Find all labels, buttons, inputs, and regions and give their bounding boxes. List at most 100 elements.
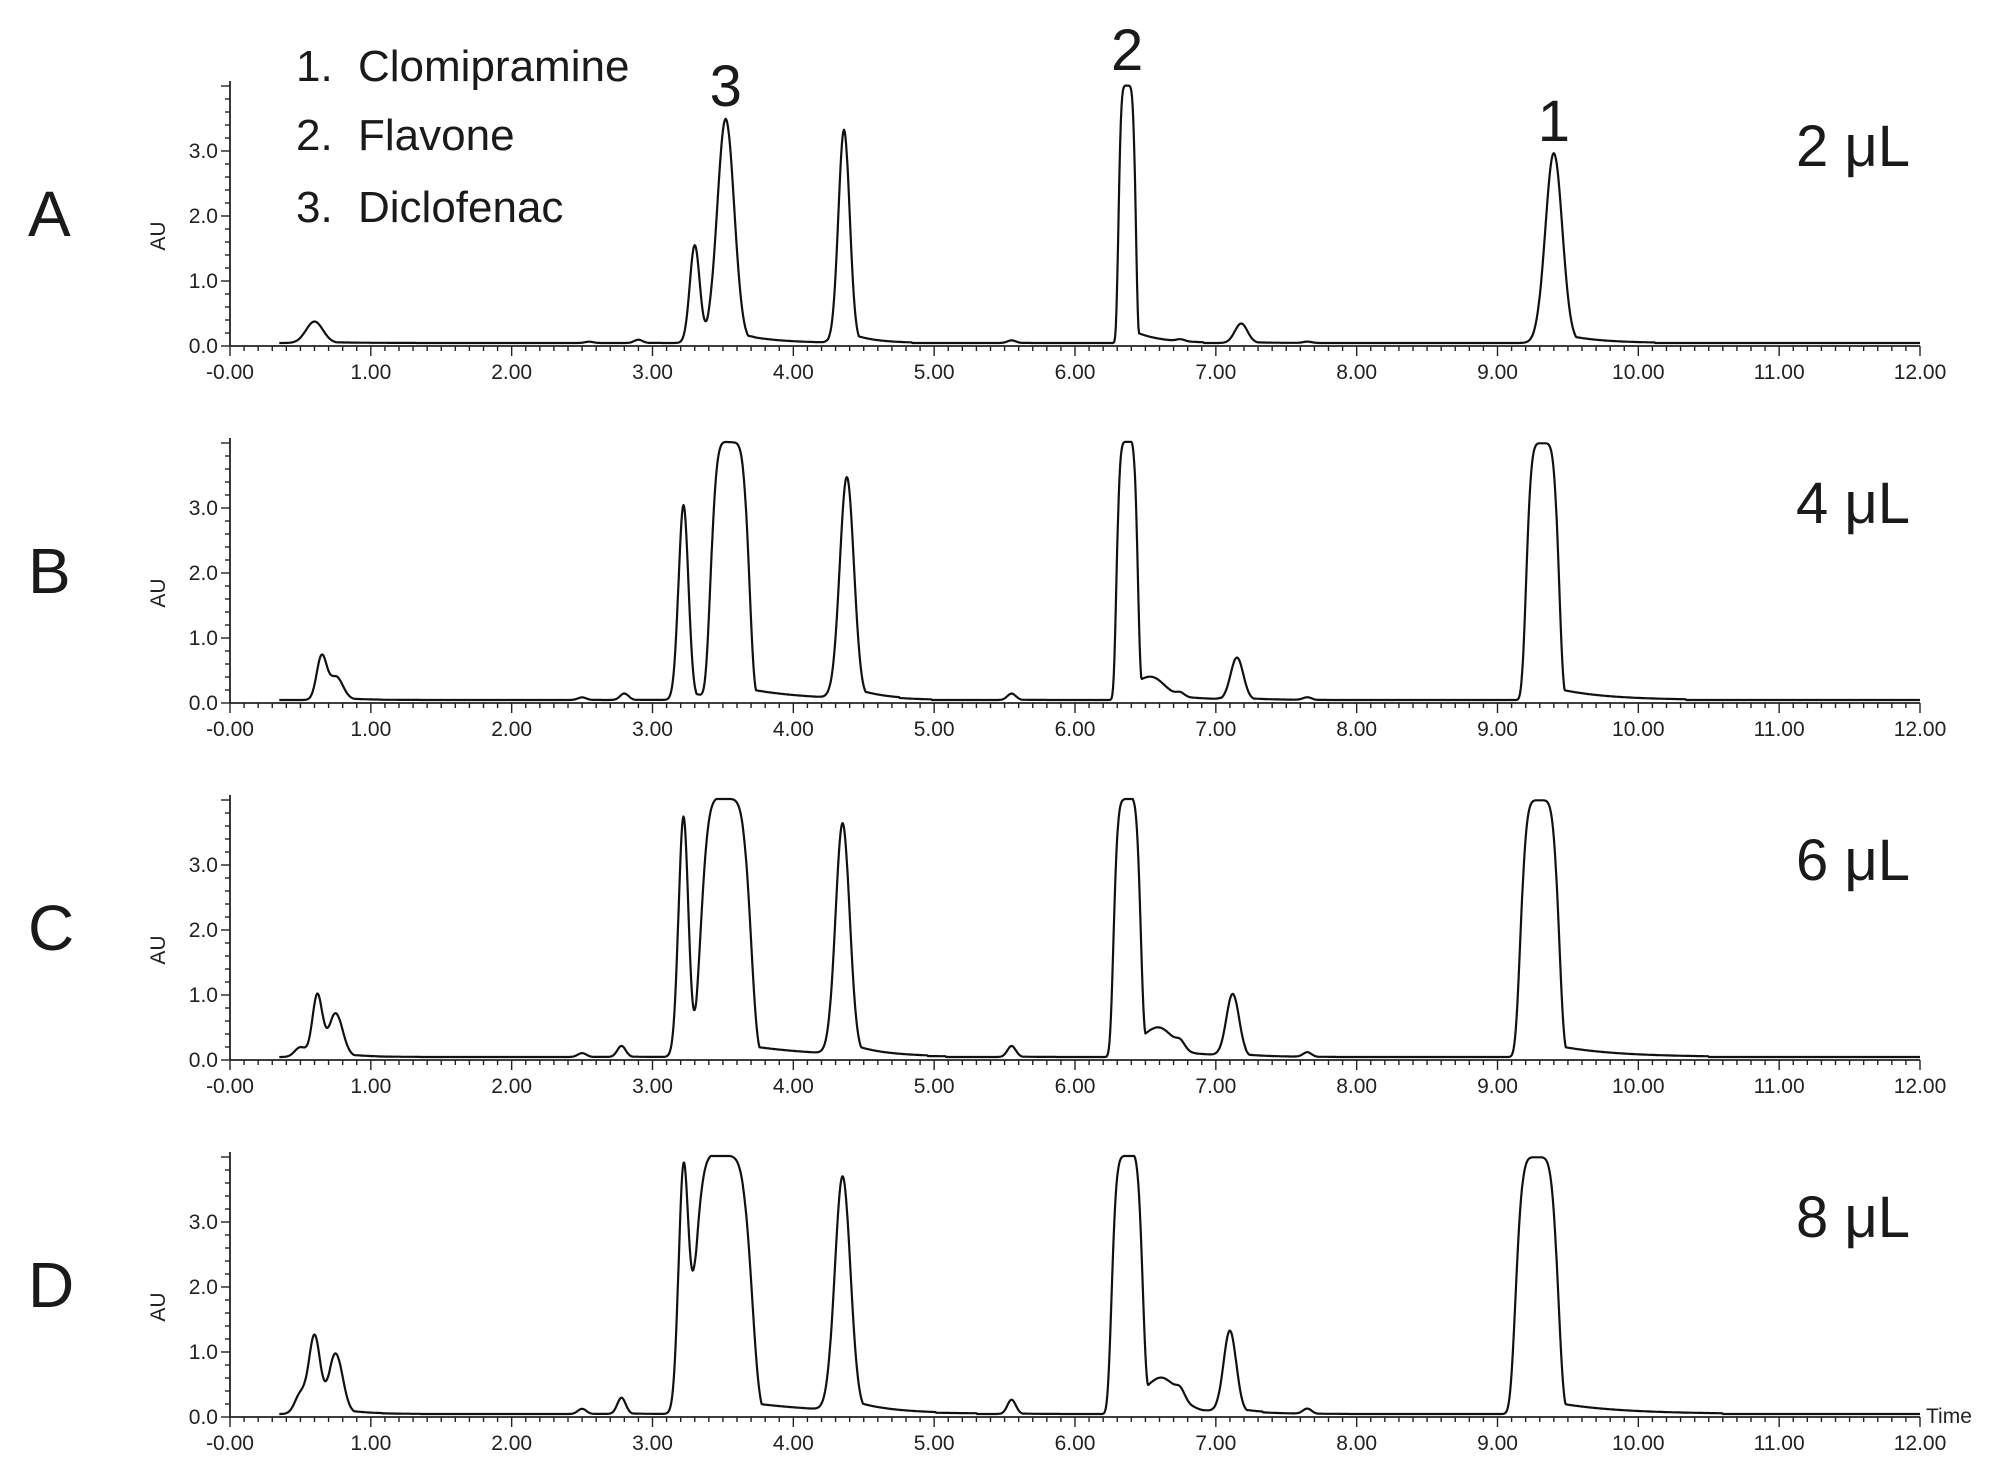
x-tick-label: 10.00 bbox=[1612, 1432, 1665, 1455]
panel-c: C 6 μL 0.0 1.0 2.0 3.0 AU -0.00 1.00 2.00 3.00 4.00… bbox=[28, 795, 1946, 1098]
x-tick-label: 2.00 bbox=[491, 1432, 532, 1455]
legend-num-3: 3. bbox=[296, 183, 333, 232]
chromatogram-trace bbox=[278, 84, 1921, 345]
y-tick-label: 0.0 bbox=[189, 1049, 218, 1072]
chromatogram-trace bbox=[278, 1154, 1921, 1416]
x-tick-label: 3.00 bbox=[632, 718, 673, 741]
legend-item-diclofenac: Diclofenac bbox=[358, 183, 563, 232]
x-tick-label: 9.00 bbox=[1477, 1432, 1518, 1455]
x-tick-label: 2.00 bbox=[491, 361, 532, 384]
y-tick-label: 1.0 bbox=[189, 627, 218, 650]
x-tick-label: 12.00 bbox=[1894, 1075, 1947, 1098]
x-tick-label: 6.00 bbox=[1055, 1432, 1096, 1455]
x-tick-label: 11.00 bbox=[1754, 1075, 1805, 1098]
y-tick-label: 3.0 bbox=[189, 854, 218, 877]
x-tick-label: 4.00 bbox=[773, 718, 814, 741]
x-tick-label: 8.00 bbox=[1336, 361, 1377, 384]
x-tick-label: -0.00 bbox=[206, 1075, 254, 1098]
y-tick-label: 3.0 bbox=[189, 497, 218, 520]
x-tick-label: 1.00 bbox=[350, 1075, 391, 1098]
x-tick-label: 9.00 bbox=[1477, 361, 1518, 384]
x-tick-label: 6.00 bbox=[1055, 361, 1096, 384]
x-tick-label: 11.00 bbox=[1754, 718, 1805, 741]
legend-item-flavone: Flavone bbox=[358, 111, 515, 160]
y-tick-label: 0.0 bbox=[189, 1406, 218, 1429]
injection-volume-label: 8 μL bbox=[1796, 1185, 1910, 1250]
x-tick-label: 2.00 bbox=[491, 1075, 532, 1098]
panel-a: A 2 μL 0.0 1.0 2.0 3.0 AU -0.00 1.00 2.00 3.00 4.00… bbox=[28, 81, 1946, 384]
x-tick-label: 10.00 bbox=[1612, 718, 1665, 741]
y-tick-label: 2.0 bbox=[189, 1276, 218, 1299]
legend-num-1: 1. bbox=[296, 42, 333, 91]
y-tick-label: 2.0 bbox=[189, 205, 218, 228]
panel-letter: B bbox=[28, 535, 71, 607]
panel-letter: D bbox=[28, 1249, 74, 1321]
x-tick-label: 9.00 bbox=[1477, 718, 1518, 741]
y-tick-label: 1.0 bbox=[189, 270, 218, 293]
x-tick-label: 2.00 bbox=[491, 718, 532, 741]
x-tick-label: 10.00 bbox=[1612, 1075, 1665, 1098]
legend: 1. Clomipramine 2. Flavone 3. Diclofenac bbox=[296, 42, 629, 232]
x-tick-label: 9.00 bbox=[1477, 1075, 1518, 1098]
x-tick-label: 12.00 bbox=[1894, 361, 1947, 384]
legend-item-clomipramine: Clomipramine bbox=[358, 42, 629, 91]
chromatogram-trace bbox=[278, 797, 1921, 1059]
peak-number-label: 3 bbox=[710, 54, 742, 119]
y-tick-label: 2.0 bbox=[189, 562, 218, 585]
x-tick-label: 4.00 bbox=[773, 1432, 814, 1455]
y-tick-label: 0.0 bbox=[189, 692, 218, 715]
x-tick-label: 10.00 bbox=[1612, 361, 1665, 384]
x-tick-label: 8.00 bbox=[1336, 1075, 1377, 1098]
chromatogram-trace bbox=[278, 440, 1921, 702]
x-tick-label: 7.00 bbox=[1195, 1075, 1236, 1098]
x-tick-label: 1.00 bbox=[350, 718, 391, 741]
x-tick-label: 7.00 bbox=[1195, 1432, 1236, 1455]
panel-letter: A bbox=[28, 178, 71, 250]
x-tick-label: -0.00 bbox=[206, 361, 254, 384]
x-tick-label: 5.00 bbox=[914, 1432, 955, 1455]
injection-volume-label: 4 μL bbox=[1796, 471, 1910, 536]
x-tick-label: 11.00 bbox=[1754, 361, 1805, 384]
x-tick-label: 6.00 bbox=[1055, 1075, 1096, 1098]
x-tick-label: 4.00 bbox=[773, 1075, 814, 1098]
x-tick-label: 5.00 bbox=[914, 718, 955, 741]
peak-number-label: 2 bbox=[1111, 18, 1143, 83]
x-tick-label: 12.00 bbox=[1894, 718, 1947, 741]
panel-b: B 4 μL 0.0 1.0 2.0 3.0 AU -0.00 1.00 2.00 3.00 4.00… bbox=[28, 438, 1946, 741]
y-axis-label: AU bbox=[147, 935, 170, 964]
y-axis-label: AU bbox=[147, 1292, 170, 1321]
injection-volume-label: 6 μL bbox=[1796, 828, 1910, 893]
y-axis-label: AU bbox=[147, 221, 170, 250]
y-tick-label: 1.0 bbox=[189, 984, 218, 1007]
x-tick-label: 5.00 bbox=[914, 361, 955, 384]
legend-num-2: 2. bbox=[296, 111, 333, 160]
panel-letter: C bbox=[28, 892, 74, 964]
x-tick-label: 5.00 bbox=[914, 1075, 955, 1098]
y-tick-label: 3.0 bbox=[189, 1211, 218, 1234]
x-tick-label: 3.00 bbox=[632, 1432, 673, 1455]
x-tick-label: 7.00 bbox=[1195, 361, 1236, 384]
peak-number-label: 1 bbox=[1538, 89, 1570, 154]
x-tick-label: 1.00 bbox=[350, 1432, 391, 1455]
x-tick-label: 3.00 bbox=[632, 361, 673, 384]
y-tick-label: 3.0 bbox=[189, 140, 218, 163]
x-tick-label: 8.00 bbox=[1336, 1432, 1377, 1455]
x-tick-label: 3.00 bbox=[632, 1075, 673, 1098]
x-tick-label: 6.00 bbox=[1055, 718, 1096, 741]
x-tick-label: 1.00 bbox=[350, 361, 391, 384]
panel-d: D 8 μL 0.0 1.0 2.0 3.0 AU -0.00 1.00 2.00 3.00 4.00… bbox=[28, 1152, 1946, 1455]
y-tick-label: 2.0 bbox=[189, 919, 218, 942]
y-tick-label: 0.0 bbox=[189, 335, 218, 358]
y-axis-label: AU bbox=[147, 578, 170, 607]
x-tick-label: -0.00 bbox=[206, 1432, 254, 1455]
x-tick-label: -0.00 bbox=[206, 718, 254, 741]
x-tick-label: 4.00 bbox=[773, 361, 814, 384]
injection-volume-label: 2 μL bbox=[1796, 114, 1910, 179]
x-tick-label: 12.00 bbox=[1894, 1432, 1947, 1455]
x-tick-label: 11.00 bbox=[1754, 1432, 1805, 1455]
x-tick-label: 7.00 bbox=[1195, 718, 1236, 741]
y-tick-label: 1.0 bbox=[189, 1341, 218, 1364]
x-tick-label: 8.00 bbox=[1336, 718, 1377, 741]
x-axis-label: Time bbox=[1926, 1405, 1972, 1428]
